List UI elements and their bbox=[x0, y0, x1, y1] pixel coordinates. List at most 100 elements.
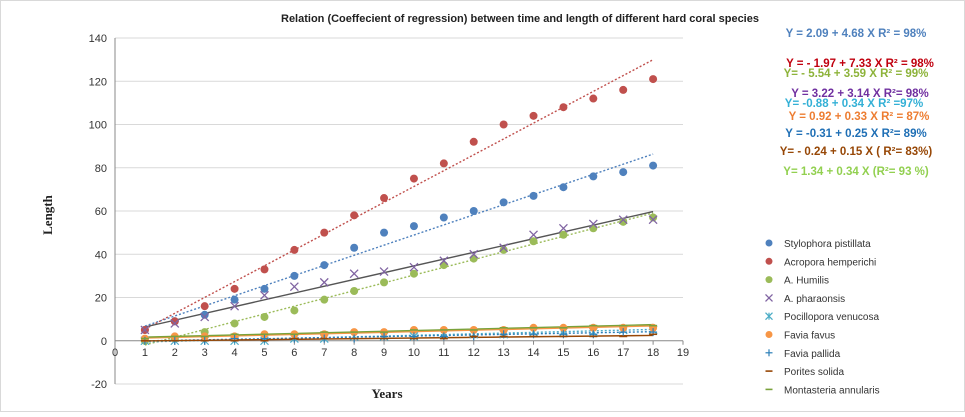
data-point bbox=[409, 174, 418, 183]
data-point bbox=[409, 222, 418, 231]
x-tick-label: 18 bbox=[647, 347, 659, 359]
x-tick-label: 11 bbox=[438, 347, 449, 359]
legend-item: Montasteria annularis bbox=[765, 385, 880, 396]
data-point bbox=[200, 310, 209, 319]
data-point-stroke bbox=[260, 290, 269, 300]
data-point bbox=[649, 75, 658, 84]
legend-label: Pocillopora venucosa bbox=[784, 312, 879, 323]
data-point-stroke bbox=[319, 277, 329, 287]
data-point bbox=[529, 111, 538, 120]
data-point-stroke bbox=[230, 301, 240, 311]
y-axis-label: Length bbox=[40, 194, 55, 235]
legend-item: Stylophora pistillata bbox=[765, 239, 871, 250]
y-tick-label: 100 bbox=[89, 120, 107, 132]
x-tick-label: 19 bbox=[677, 347, 689, 359]
equation-annotation: Y = -0.31 + 0.25 X R²= 89% bbox=[785, 128, 926, 140]
legend-item: Porites solida bbox=[765, 367, 844, 378]
data-point-stroke bbox=[558, 223, 568, 233]
trendlines bbox=[144, 59, 654, 346]
data-point bbox=[290, 271, 299, 280]
data-point bbox=[260, 265, 269, 274]
equation-annotation: Y= 1.34 + 0.34 X (R²= 93 %) bbox=[783, 166, 929, 178]
trendline bbox=[144, 325, 654, 339]
data-point bbox=[260, 312, 269, 321]
legend: Stylophora pistillata Acropora hemperichi… bbox=[765, 239, 880, 396]
data-point-stroke bbox=[439, 256, 449, 266]
data-point bbox=[589, 224, 598, 233]
data-point bbox=[469, 137, 478, 146]
equation-annotation: Y = 0.92 + 0.33 X R² = 87% bbox=[789, 111, 930, 123]
x-tick-label: 8 bbox=[351, 347, 357, 359]
legend-label: A. pharaonsis bbox=[784, 294, 845, 305]
data-point bbox=[260, 284, 269, 293]
x-tick-label: 10 bbox=[408, 347, 420, 359]
legend-marker bbox=[765, 293, 773, 302]
x-tick-label: 1 bbox=[142, 347, 148, 359]
x-axis-label: Years bbox=[371, 386, 402, 401]
data-point-stroke bbox=[618, 215, 628, 225]
data-point-stroke bbox=[140, 325, 150, 335]
data-point bbox=[469, 207, 478, 215]
data-point bbox=[559, 230, 568, 239]
x-tick-label: 9 bbox=[381, 347, 387, 359]
y-tick-label: -20 bbox=[91, 379, 107, 391]
data-point bbox=[589, 172, 598, 181]
data-point-stroke bbox=[588, 219, 598, 229]
y-tick-label: 20 bbox=[95, 293, 107, 305]
data-point-stroke bbox=[349, 269, 359, 279]
legend-item: Favia pallida bbox=[765, 349, 841, 360]
data-point bbox=[649, 213, 658, 222]
legend-marker bbox=[765, 239, 773, 247]
data-point bbox=[289, 282, 299, 292]
data-point bbox=[319, 277, 329, 287]
equation-annotation: Y= -0.88 + 0.34 X R² =97% bbox=[785, 98, 923, 110]
data-point-stroke bbox=[200, 312, 210, 322]
data-point bbox=[499, 245, 508, 254]
x-tick-label: 16 bbox=[587, 347, 599, 359]
equation-annotation: Y = 3.22 + 3.14 X R²= 98% bbox=[791, 88, 929, 100]
data-point bbox=[170, 317, 179, 326]
data-point bbox=[529, 191, 538, 200]
data-point bbox=[439, 159, 448, 168]
data-point bbox=[380, 228, 389, 237]
data-point bbox=[290, 245, 299, 254]
x-tick-label: 6 bbox=[291, 347, 297, 359]
y-tick-label: 0 bbox=[101, 336, 107, 348]
data-point bbox=[499, 198, 508, 207]
trendline bbox=[144, 153, 654, 327]
data-point bbox=[350, 211, 359, 220]
equation-annotation: Y= - 0.24 + 0.15 X ( R²= 83%) bbox=[780, 146, 933, 158]
legend-label: Favia favus bbox=[784, 331, 835, 342]
data-point bbox=[409, 262, 419, 272]
chart-title: Relation (Coeffecient of regression) bet… bbox=[281, 13, 759, 25]
x-tick-label: 15 bbox=[557, 347, 569, 359]
data-point bbox=[499, 120, 508, 129]
data-point-stroke bbox=[529, 230, 538, 240]
data-point-stroke bbox=[409, 262, 419, 272]
data-point bbox=[499, 243, 509, 253]
trendline bbox=[144, 212, 654, 346]
data-point-stroke bbox=[469, 249, 479, 259]
legend-marker bbox=[765, 276, 773, 284]
data-point bbox=[320, 295, 329, 304]
data-point bbox=[230, 284, 239, 293]
legend-marker bbox=[765, 257, 773, 265]
legend-label: Acropora hemperichi bbox=[784, 257, 876, 268]
data-point bbox=[320, 261, 329, 270]
y-tick-label: 80 bbox=[95, 163, 107, 175]
legend-label: Stylophora pistillata bbox=[784, 239, 871, 250]
data-point bbox=[559, 103, 568, 112]
x-tick-label: 5 bbox=[261, 347, 267, 359]
legend-label: Porites solida bbox=[784, 367, 844, 378]
data-point bbox=[380, 278, 389, 287]
data-point bbox=[588, 219, 598, 229]
data-point bbox=[559, 183, 568, 192]
y-tick-label: 60 bbox=[95, 206, 107, 218]
x-tick-label: 17 bbox=[617, 347, 629, 359]
data-point bbox=[529, 230, 538, 240]
legend-label: A. Humilis bbox=[784, 276, 829, 287]
data-point bbox=[558, 223, 568, 233]
x-tick-label: 3 bbox=[202, 347, 208, 359]
